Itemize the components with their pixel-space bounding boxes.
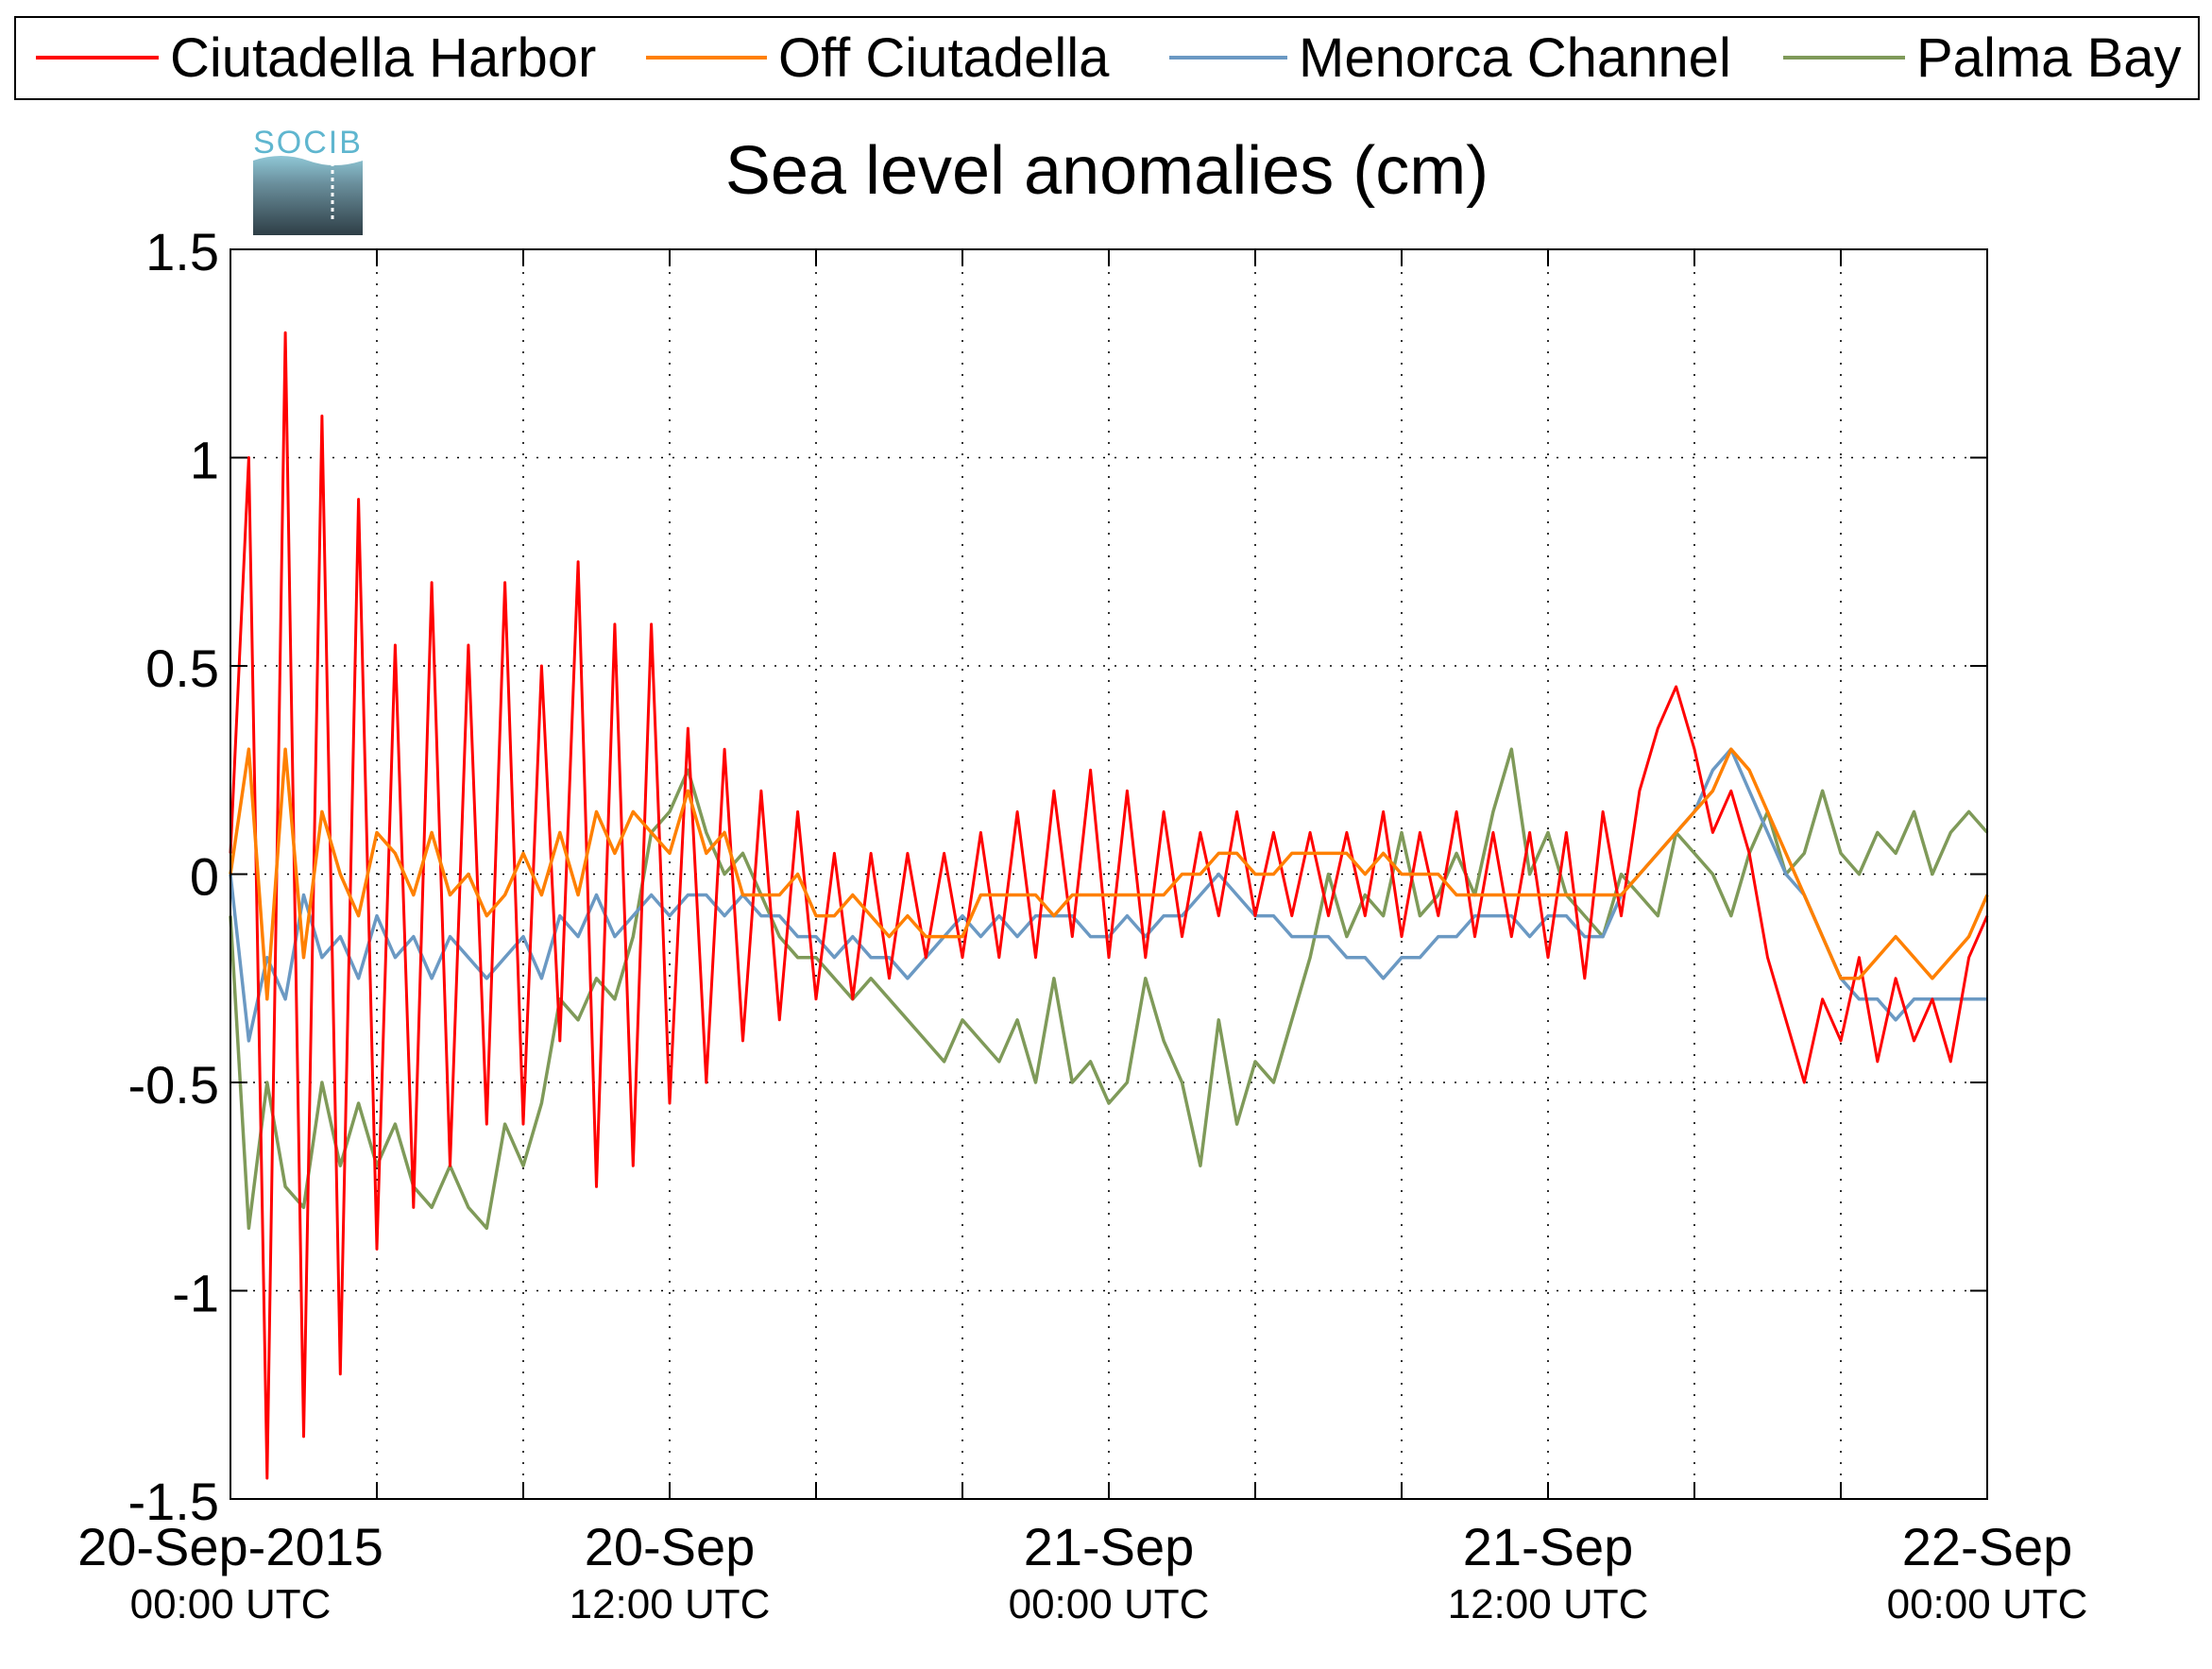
y-tick-label: 1.5: [145, 222, 219, 281]
logo-wave-block: [253, 156, 363, 235]
x-tick-time: 00:00 UTC: [1887, 1581, 2088, 1627]
legend-label: Menorca Channel: [1299, 27, 1731, 89]
legend-item-palma-bay: Palma Bay: [1783, 27, 2181, 89]
y-tick-label: 1: [190, 431, 219, 490]
socib-logo: SOCIB: [253, 125, 363, 235]
x-tick-label: 20-Sep-2015 00:00 UTC: [77, 1517, 383, 1627]
logo-text: SOCIB: [253, 125, 363, 161]
legend-item-off-ciutadella: Off Ciutadella: [646, 27, 1110, 89]
x-tick-time: 00:00 UTC: [1009, 1581, 1210, 1627]
y-tick-label: -1.5: [128, 1472, 220, 1531]
x-tick-label: 21-Sep 00:00 UTC: [1009, 1517, 1210, 1627]
x-tick-label: 22-Sep 00:00 UTC: [1887, 1517, 2088, 1627]
series-line-off-ciutadella: [229, 747, 1989, 1001]
series-line-palma-bay: [229, 747, 1989, 1231]
legend-label: Off Ciutadella: [778, 27, 1110, 89]
legend-label: Palma Bay: [1916, 27, 2181, 89]
x-tick-date: 21-Sep: [1024, 1517, 1195, 1576]
legend: Ciutadella Harbor Off Ciutadella Menorca C…: [14, 16, 2200, 100]
y-tick-label: -1: [172, 1264, 219, 1323]
y-tick-label: 0: [190, 847, 219, 907]
y-tick-label: -0.5: [128, 1055, 220, 1115]
legend-item-ciutadella-harbor: Ciutadella Harbor: [36, 27, 596, 89]
x-tick-time: 12:00 UTC: [1448, 1581, 1649, 1627]
x-tick-label: 20-Sep 12:00 UTC: [570, 1517, 771, 1627]
x-tick-date: 22-Sep: [1902, 1517, 2073, 1576]
axis-ticks: [230, 248, 1988, 1500]
x-tick-label: 21-Sep 12:00 UTC: [1448, 1517, 1649, 1627]
x-tick-date: 20-Sep-2015: [77, 1517, 383, 1576]
series-line-ciutadella-harbor: [229, 331, 1989, 1480]
series-layer: [229, 331, 1989, 1480]
y-axis-tick-labels: -1.5 -1 -0.5 0 0.5 1 1.5: [128, 222, 220, 1531]
x-tick-time: 00:00 UTC: [130, 1581, 332, 1627]
y-tick-label: 0.5: [145, 639, 219, 698]
legend-item-menorca-channel: Menorca Channel: [1169, 27, 1731, 89]
chart-title: Sea level anomalies (cm): [725, 133, 1489, 209]
x-tick-date: 21-Sep: [1463, 1517, 1634, 1576]
legend-label: Ciutadella Harbor: [170, 27, 596, 89]
x-tick-time: 12:00 UTC: [570, 1581, 771, 1627]
x-tick-date: 20-Sep: [585, 1517, 756, 1576]
